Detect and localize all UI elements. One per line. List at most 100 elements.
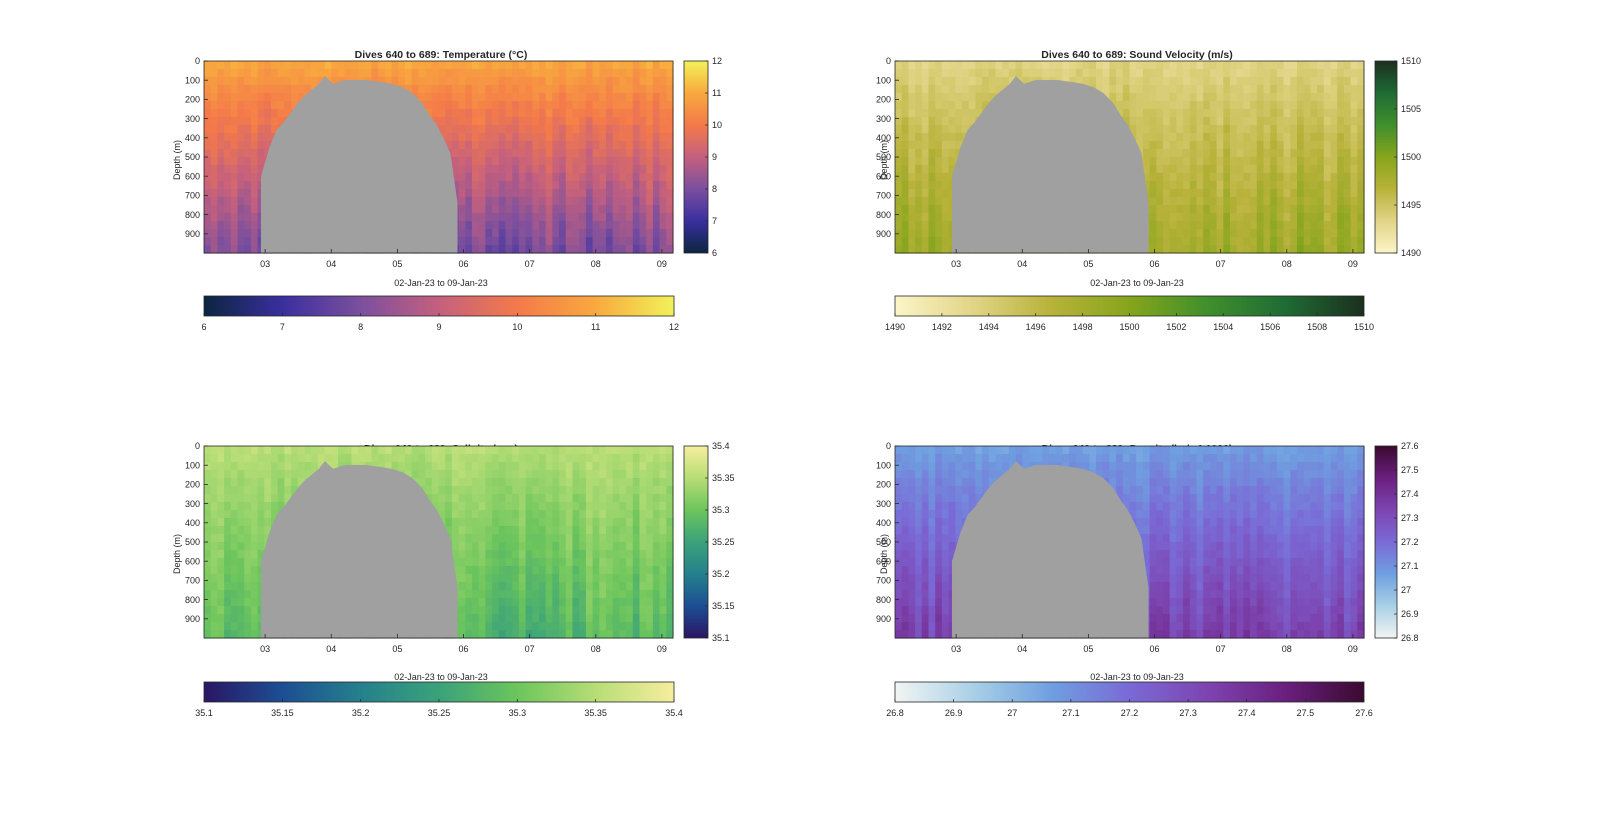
sound-velocity-cell	[1216, 141, 1224, 150]
salinity-cell	[277, 502, 285, 511]
sound-velocity-cell	[908, 173, 916, 182]
temperature-cell	[666, 125, 674, 134]
temperature-cell	[572, 133, 580, 142]
sound-velocity-cell	[1096, 77, 1104, 86]
salinity-cell	[565, 502, 574, 511]
salinity-cell	[485, 606, 493, 615]
temperature-cell	[492, 117, 500, 126]
salinity-cell	[264, 486, 272, 495]
salinity-cell	[505, 606, 513, 615]
salinity-cell	[532, 470, 540, 479]
salinity-cell	[217, 598, 225, 607]
sound-velocity-cell	[1263, 197, 1271, 206]
salinity-cell	[485, 486, 493, 495]
salinity-cell	[237, 582, 245, 591]
salinity-cell	[579, 486, 587, 495]
salinity-cell	[210, 486, 218, 495]
salinity-cell	[606, 590, 614, 599]
temperature-cell	[485, 213, 493, 222]
sound-velocity-cell	[948, 133, 956, 142]
temperature-cell	[659, 245, 667, 254]
sound-velocity-cell	[1270, 101, 1278, 110]
salinity-cell	[619, 446, 627, 455]
sound-velocity-cell	[1270, 69, 1278, 78]
salinity-cell	[498, 462, 507, 471]
sound-velocity-cell	[1350, 173, 1358, 182]
sound-velocity-cell	[935, 189, 943, 198]
temperature-cell	[606, 157, 614, 166]
temperature-cell	[505, 125, 513, 134]
temperature-cell	[612, 117, 620, 126]
temperature-cell	[498, 133, 507, 142]
salinity-cell	[492, 630, 500, 639]
temperature-cell	[525, 125, 533, 134]
sound-velocity-cell	[941, 237, 950, 246]
salinity-cell	[565, 598, 574, 607]
temperature-cell	[646, 197, 654, 206]
salinity-cell	[612, 566, 620, 575]
temperature-cell	[244, 125, 252, 134]
temperature-cell	[612, 133, 620, 142]
temperature-cell	[391, 69, 399, 78]
sound-velocity-cell	[935, 109, 943, 118]
temperature-cell	[579, 133, 587, 142]
salinity-cell	[559, 526, 567, 535]
temperature-cell	[585, 205, 594, 214]
sound-velocity-cell	[921, 101, 930, 110]
temperature-cell	[458, 149, 466, 158]
salinity-cell	[525, 454, 533, 463]
temperature-cell	[250, 181, 259, 190]
sound-velocity-cell	[1357, 93, 1365, 102]
temperature-cell	[646, 237, 654, 246]
temperature-cell	[552, 173, 560, 182]
temperature-cell	[525, 197, 533, 206]
temperature-cell	[659, 77, 667, 86]
sound-velocity-cell	[1297, 205, 1305, 214]
temperature-cell	[465, 77, 473, 86]
temperature-cell	[210, 197, 218, 206]
salinity-cell	[565, 486, 574, 495]
salinity-cell	[291, 486, 299, 495]
sound-velocity-cell	[941, 77, 950, 86]
temperature-cell	[230, 189, 239, 198]
sound-velocity-cell	[1223, 221, 1231, 230]
sound-velocity-cell	[955, 117, 963, 126]
temperature-cell	[217, 125, 225, 134]
salinity-cell	[297, 446, 306, 455]
sound-velocity-cell	[1136, 109, 1144, 118]
salinity-cell	[230, 542, 239, 551]
temperature-cell	[485, 157, 493, 166]
sound-velocity-xtick-label: 05	[1083, 259, 1093, 269]
temperature-cell	[639, 101, 647, 110]
salinity-cell	[545, 486, 553, 495]
salinity-cell	[264, 510, 272, 519]
salinity-cell	[217, 534, 225, 543]
temperature-cell	[552, 245, 560, 254]
temperature-cell	[485, 149, 493, 158]
sound-velocity-cell	[1303, 69, 1311, 78]
sound-velocity-cell	[1357, 117, 1365, 126]
sound-velocity-cell	[1290, 141, 1298, 150]
temperature-cell	[565, 141, 574, 150]
temperature-cell	[472, 197, 480, 206]
sound-velocity-cell	[908, 109, 916, 118]
sound-velocity-cell	[1297, 237, 1305, 246]
salinity-cell	[458, 574, 466, 583]
salinity-cell	[217, 574, 225, 583]
sound-velocity-cell	[948, 165, 956, 174]
salinity-cell	[451, 478, 460, 487]
salinity-cell	[505, 462, 513, 471]
sound-velocity-cell	[895, 165, 903, 174]
salinity-cell	[244, 622, 252, 631]
temperature-cell	[505, 165, 513, 174]
salinity-cell	[545, 494, 553, 503]
sound-velocity-cell	[1310, 173, 1318, 182]
sound-velocity-cell	[928, 77, 936, 86]
temperature-cell	[244, 69, 252, 78]
sound-velocity-cell	[1209, 221, 1218, 230]
temperature-cell	[632, 133, 641, 142]
salinity-cell	[204, 470, 212, 479]
temperature-cell	[639, 229, 647, 238]
temperature-cell	[204, 181, 212, 190]
temperature-bottom-colorbar-label: 11	[591, 322, 600, 332]
